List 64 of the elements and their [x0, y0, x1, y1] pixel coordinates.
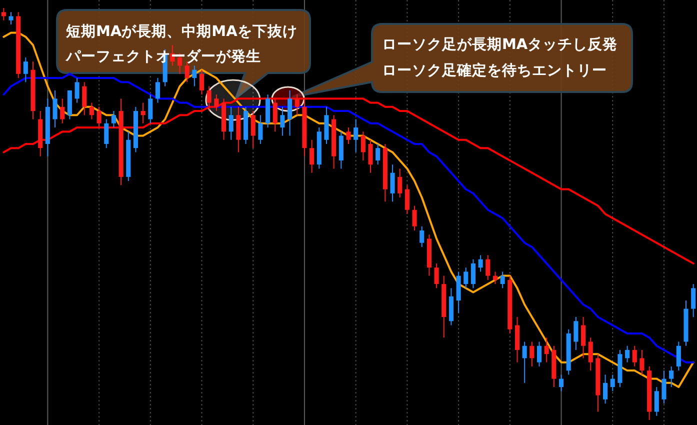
- candlestick: [140, 102, 146, 124]
- candlestick: [536, 341, 542, 367]
- candlestick: [420, 226, 424, 248]
- candlestick: [258, 114, 263, 144]
- candlestick: [360, 131, 366, 161]
- candlestick: [558, 374, 564, 392]
- candlestick: [478, 254, 483, 272]
- candlestick: [8, 12, 14, 25]
- candlestick: [610, 374, 615, 392]
- candlestick: [228, 106, 234, 140]
- candlestick: [492, 271, 498, 285]
- candlestick: [574, 316, 578, 350]
- candlestick: [464, 267, 468, 289]
- candlestick: [398, 168, 402, 198]
- candlestick: [206, 86, 212, 112]
- candlestick: [500, 271, 505, 289]
- candlestick: [676, 341, 681, 372]
- candlestick: [669, 366, 674, 388]
- candlestick: [625, 345, 630, 363]
- candlestick: [603, 374, 608, 404]
- candlestick: [272, 98, 278, 132]
- candlestick: [23, 56, 28, 83]
- candlestick: [192, 65, 197, 87]
- annotation: ローソク足が長期MAタッチし反発: [382, 36, 618, 53]
- candlestick: [486, 254, 490, 280]
- candlestick: [368, 139, 373, 174]
- candlestick: [588, 337, 593, 372]
- candlestick: [522, 341, 527, 384]
- candlestick: [1, 8, 6, 21]
- candlestick: [530, 341, 534, 367]
- candlestick: [250, 110, 256, 149]
- candlestick: [654, 386, 659, 416]
- candlestick: [390, 164, 395, 202]
- candlestick: [662, 370, 666, 404]
- candlestick: [155, 78, 160, 104]
- annotation: ローソク足確定を待ちエントリー: [382, 61, 607, 79]
- candlestick: [544, 337, 549, 363]
- candlestick: [404, 184, 410, 214]
- candlestick: [74, 78, 80, 104]
- candlestick: [280, 106, 285, 136]
- candlestick: [640, 349, 644, 376]
- candlestick: [199, 69, 204, 96]
- candlestick: [376, 143, 380, 166]
- annotation: 短期MAが長期、中期MAを下抜け: [65, 23, 298, 40]
- candlestick: [288, 90, 292, 136]
- candlestick: [581, 316, 586, 359]
- candlestick: [632, 345, 637, 367]
- candlestick: [434, 262, 439, 289]
- candlestick: [412, 205, 417, 231]
- candlestick: [60, 98, 65, 124]
- candlestick: [294, 94, 300, 116]
- candlestick: [96, 106, 102, 128]
- candlestick: [89, 102, 94, 120]
- candlestick: [82, 82, 87, 116]
- candlestick: [214, 94, 219, 112]
- candlestick: [310, 139, 314, 174]
- candlestick: [691, 284, 696, 318]
- candlestick: [148, 94, 153, 124]
- candlestick: [52, 90, 58, 128]
- candlestick: [354, 118, 358, 153]
- candlestick: [346, 126, 351, 144]
- candlestick: [104, 118, 109, 149]
- candlestick: [470, 258, 476, 289]
- candlestick: [111, 110, 116, 128]
